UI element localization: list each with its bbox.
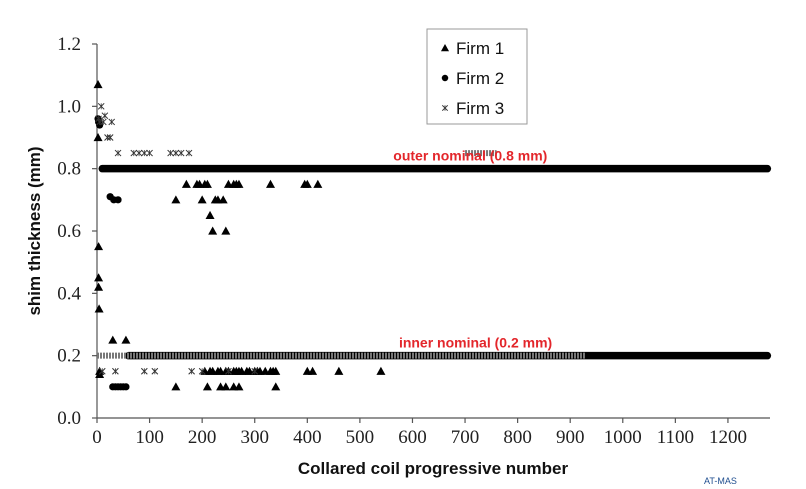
firm-1-point [93,80,103,89]
baseline-runs [97,150,772,360]
firm-3-point [188,367,195,375]
firm-3-point [225,367,232,375]
x-tick-label: 700 [451,427,480,448]
firm-1-point [221,382,231,391]
firm-1-point [94,304,104,313]
x-axis-label: Collared coil progressive number [298,459,569,478]
firm-3-point [251,367,259,375]
firm-1-point [181,179,191,188]
firm-1-point [171,382,181,391]
firm-1-point [302,179,312,188]
footer-label: AT-MAS [704,476,737,486]
legend-label: Firm 3 [456,99,504,118]
firm-1-point [334,366,344,375]
firm-1-point [94,282,104,291]
firm-3-point [101,112,109,120]
firm-1-point [208,226,218,235]
firm-1-point [202,179,212,188]
firm-1-point [234,382,244,391]
firm-1-point [93,133,103,142]
firm-1-point [221,226,231,235]
y-axis-label: shim thickness (mm) [25,146,44,315]
firm-2-point [122,383,130,391]
y-tick-label: 1.2 [57,34,81,55]
firm-2-point [114,196,122,204]
firm-1-point [271,382,281,391]
firm-3-point [140,367,148,375]
x-tick-label: 400 [293,427,322,448]
x-tick-label: 500 [346,427,375,448]
firm-3-point [106,134,114,141]
x-tick-label: 1200 [709,427,747,448]
data-points [93,80,386,391]
firm-1-point [266,179,276,188]
firm-1-point [121,335,131,344]
x-tick-label: 300 [240,427,269,448]
firm-3-point [99,118,107,126]
firm-1-point [313,179,323,188]
firm-3-point [172,149,180,157]
legend-marker [441,104,449,112]
firm-3-point [167,149,174,157]
firm-3-point [114,149,122,157]
y-tick-label: 0.2 [57,346,81,367]
firm-3-point [112,367,119,375]
firm-3-point [135,149,143,157]
firm-1-point [94,273,104,282]
firm-3-point [177,149,185,157]
legend-label: Firm 2 [456,69,504,88]
nominal-annotation: outer nominal (0.8 mm) [393,148,547,164]
firm-1-point [218,195,228,204]
firm-3-point [98,367,106,375]
y-tick-label: 0.0 [57,408,81,429]
legend-label: Firm 1 [456,39,504,58]
x-tick-label: 100 [135,427,164,448]
annotations: outer nominal (0.8 mm) inner nominal (0.2… [393,148,552,351]
x-tick-label: 200 [188,427,217,448]
firm-1-point [205,210,215,220]
firm-1-point [202,382,212,391]
firm-3-point [130,149,138,157]
firm-3-point [151,367,159,375]
firm-1-point [197,195,207,204]
firm-1-point [234,179,244,188]
x-tick-label: 900 [556,427,585,448]
firm-1-point [376,366,386,375]
nominal-annotation: inner nominal (0.2 mm) [399,335,552,351]
y-tick-group: 0.0 0.2 0.4 0.6 0.8 1.0 1.2 [57,34,97,429]
x-tick-label: 0 [92,427,102,448]
legend-marker [441,74,449,82]
firm-3-point [198,367,206,375]
firm-1-point [171,195,181,204]
firm-3-point [185,149,193,157]
x-tick-group: 0 100 200 300 400 500 600 700 800 900 1000 1100 1200 [92,418,747,448]
y-tick-label: 0.6 [57,221,81,242]
firm-1-point [108,335,118,344]
legend-items: Firm 1 Firm 2 Firm 3 [440,39,504,118]
firm-3-point [108,118,116,126]
firm-3-point [146,149,153,157]
firm-1-point [308,366,318,375]
x-tick-label: 800 [503,427,532,448]
x-tick-label: 600 [398,427,427,448]
legend: Firm 1 Firm 2 Firm 3 [426,28,528,125]
legend-marker [440,43,450,52]
firm-1-point [94,242,104,251]
y-tick-label: 0.4 [57,283,81,304]
firm-1-point [271,366,281,375]
x-tick-label: 1100 [657,427,694,448]
y-tick-label: 0.8 [57,159,81,180]
y-tick-label: 1.0 [57,96,81,117]
firm-3-point [97,102,105,110]
firm-3-point [140,149,148,157]
x-tick-label: 1000 [604,427,642,448]
